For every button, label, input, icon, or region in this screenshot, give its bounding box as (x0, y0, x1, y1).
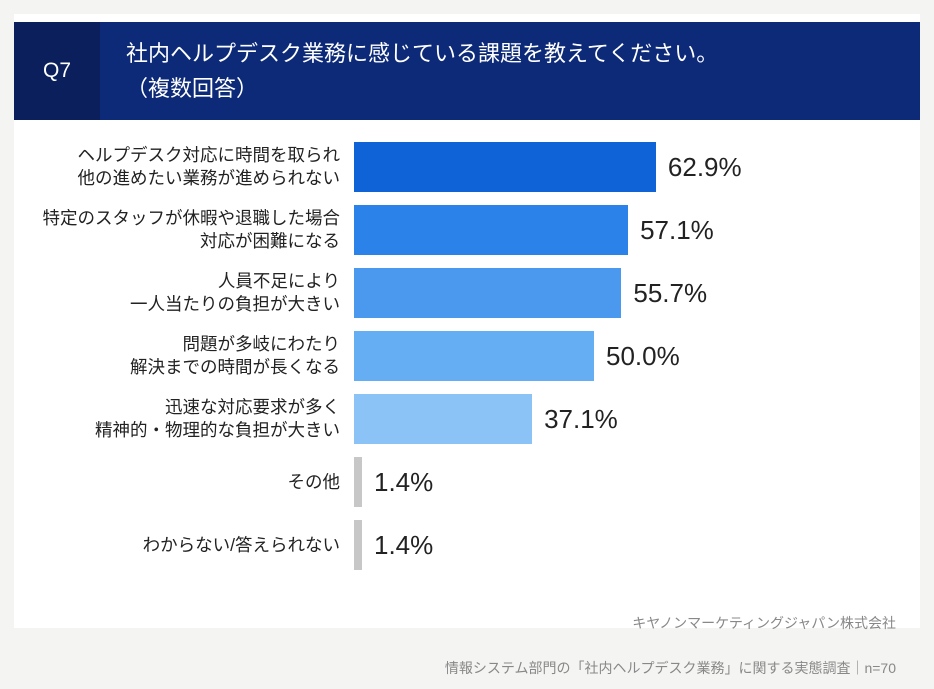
bar-wrap: 37.1% (354, 394, 860, 444)
bar (354, 520, 362, 570)
chart-footer: キヤノンマーケティングジャパン株式会社 情報システム部門の「社内ヘルプデスク業務… (14, 583, 920, 689)
bar-label: 人員不足により 一人当たりの負担が大きい (24, 270, 354, 317)
bar-value: 1.4% (362, 467, 433, 498)
bar-wrap: 57.1% (354, 205, 860, 255)
bar-wrap: 1.4% (354, 457, 860, 507)
bar-row: その他 1.4% (24, 457, 860, 507)
chart-card: Q7 社内ヘルプデスク業務に感じている課題を教えてください。 （複数回答） ヘル… (14, 14, 920, 628)
bar-label: わからない/答えられない (24, 534, 354, 558)
bar-wrap: 1.4% (354, 520, 860, 570)
bar-label: 問題が多岐にわたり 解決までの時間が長くなる (24, 333, 354, 380)
bar-label: 迅速な対応要求が多く 精神的・物理的な負担が大きい (24, 396, 354, 443)
bar (354, 457, 362, 507)
footer-line1: キヤノンマーケティングジャパン株式会社 (632, 615, 896, 631)
bar-wrap: 62.9% (354, 142, 860, 192)
bar-wrap: 50.0% (354, 331, 860, 381)
bar-row: 迅速な対応要求が多く 精神的・物理的な負担が大きい 37.1% (24, 394, 860, 444)
bar-value: 55.7% (621, 278, 707, 309)
bar-value: 62.9% (656, 152, 742, 183)
bar (354, 331, 594, 381)
bar (354, 394, 532, 444)
bar-label: その他 (24, 471, 354, 495)
question-number: Q7 (14, 22, 100, 120)
bar-value: 50.0% (594, 341, 680, 372)
footer-line2: 情報システム部門の「社内ヘルプデスク業務」に関する実態調査｜n=70 (445, 660, 896, 676)
question-title: 社内ヘルプデスク業務に感じている課題を教えてください。 （複数回答） (100, 22, 920, 120)
bar-row: 問題が多岐にわたり 解決までの時間が長くなる 50.0% (24, 331, 860, 381)
bar (354, 205, 628, 255)
bar (354, 268, 621, 318)
bar (354, 142, 656, 192)
bar-value: 57.1% (628, 215, 714, 246)
bar-row: 人員不足により 一人当たりの負担が大きい 55.7% (24, 268, 860, 318)
bar-wrap: 55.7% (354, 268, 860, 318)
bar-row: 特定のスタッフが休暇や退職した場合 対応が困難になる 57.1% (24, 205, 860, 255)
bar-chart: ヘルプデスク対応に時間を取られ 他の進めたい業務が進められない 62.9% 特定のス… (14, 142, 920, 583)
question-header: Q7 社内ヘルプデスク業務に感じている課題を教えてください。 （複数回答） (14, 22, 920, 120)
bar-label: 特定のスタッフが休暇や退職した場合 対応が困難になる (24, 207, 354, 254)
bar-row: ヘルプデスク対応に時間を取られ 他の進めたい業務が進められない 62.9% (24, 142, 860, 192)
bar-value: 37.1% (532, 404, 618, 435)
bar-label: ヘルプデスク対応に時間を取られ 他の進めたい業務が進められない (24, 144, 354, 191)
bar-row: わからない/答えられない 1.4% (24, 520, 860, 570)
bar-value: 1.4% (362, 530, 433, 561)
